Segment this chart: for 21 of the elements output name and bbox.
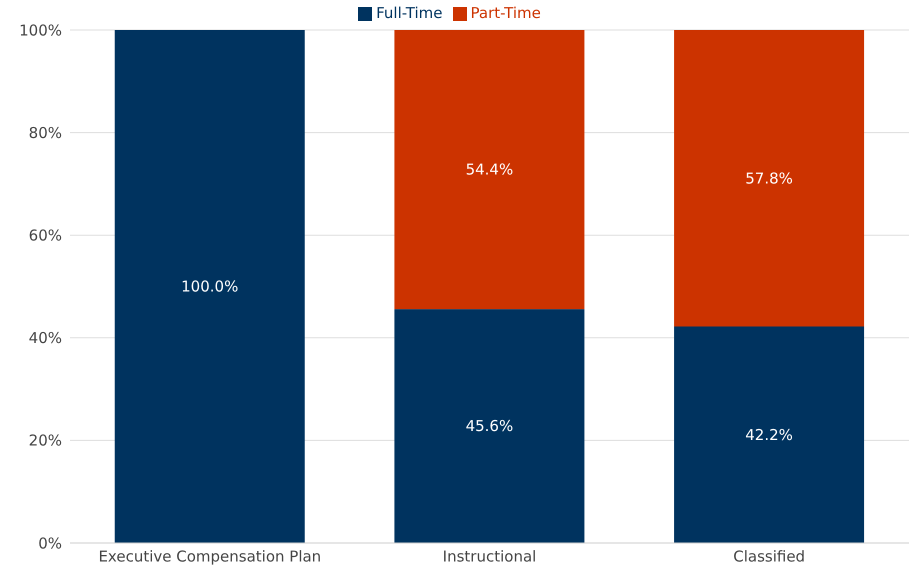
data-label: 42.2% (745, 426, 793, 444)
legend-label: Full-Time (376, 4, 443, 22)
y-tick-label: 60% (28, 226, 62, 245)
data-label: 100.0% (181, 278, 238, 296)
bar (674, 30, 864, 327)
x-tick-label: Executive Compensation Plan (98, 548, 322, 566)
y-tick-label: 80% (28, 124, 62, 142)
data-label: 54.4% (466, 160, 514, 179)
bar (394, 309, 584, 543)
legend-label: Part-Time (470, 4, 541, 22)
y-tick-label: 20% (28, 432, 62, 450)
data-label: 57.8% (745, 169, 793, 188)
bar (394, 30, 584, 310)
bar (114, 30, 305, 543)
x-tick-label: Instructional (442, 548, 536, 566)
y-tick-label: 40% (28, 329, 62, 348)
y-tick-label: 100% (19, 21, 62, 40)
y-tick-label: 0% (38, 534, 62, 552)
data-label: 45.6% (466, 417, 514, 436)
x-tick-label: Classified (733, 548, 806, 566)
bar (674, 326, 864, 543)
